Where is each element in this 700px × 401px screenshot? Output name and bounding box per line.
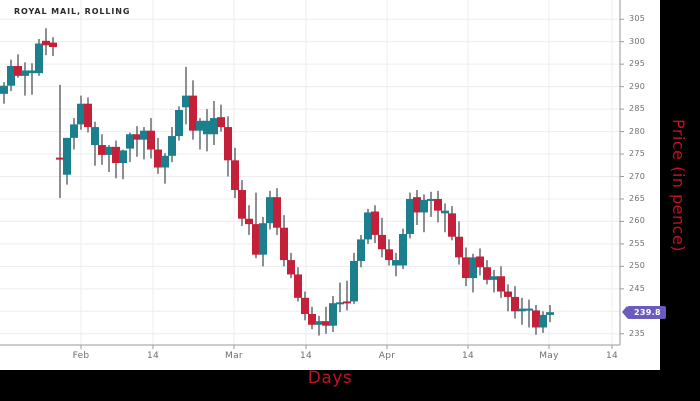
x-axis-tick-label: Apr xyxy=(378,351,396,361)
y-axis-title-text: Price (in pence) xyxy=(669,118,689,252)
y-axis-tick-label: 235 xyxy=(629,328,646,338)
axis-tick-marks xyxy=(80,18,624,349)
y-axis-tick-label: 285 xyxy=(629,104,646,114)
y-axis-tick-label: 305 xyxy=(629,14,646,24)
x-axis-tick-label: 14 xyxy=(299,351,313,361)
current-price-marker: 239.8 xyxy=(622,305,666,319)
y-axis-tick-label: 300 xyxy=(629,36,646,46)
x-axis-tick-label: May xyxy=(539,351,559,361)
page-title: ROYAL MAIL, ROLLING xyxy=(14,7,131,16)
axis-lines xyxy=(0,0,621,346)
chart-plot-area xyxy=(0,0,624,349)
x-axis-tick-label: 14 xyxy=(146,351,160,361)
y-axis-tick-label: 290 xyxy=(629,81,646,91)
y-axis-tick-label: 255 xyxy=(629,238,646,248)
y-axis-tick-label: 265 xyxy=(629,193,646,203)
y-axis-tick-label: 295 xyxy=(629,59,646,69)
horizontal-gridlines xyxy=(0,18,620,335)
y-axis-tick-label: 270 xyxy=(629,171,646,181)
x-axis-title: Days xyxy=(307,368,353,388)
x-axis-tick-label: 14 xyxy=(461,351,475,361)
x-axis-tick-label: Feb xyxy=(72,351,90,361)
x-axis-tick-label: Mar xyxy=(225,351,243,361)
x-axis-tick-label: 14 xyxy=(605,351,619,361)
y-axis-tick-label: 260 xyxy=(629,216,646,226)
y-axis-tick-label: 250 xyxy=(629,261,646,271)
chart-panel: ROYAL MAIL, ROLLING 305 300 295 290 285 280 27… xyxy=(0,0,666,370)
y-axis-tick-label: 275 xyxy=(629,149,646,159)
y-axis-tick-label: 245 xyxy=(629,283,646,293)
candlestick-series xyxy=(0,28,554,336)
y-axis-tick-label: 280 xyxy=(629,126,646,136)
